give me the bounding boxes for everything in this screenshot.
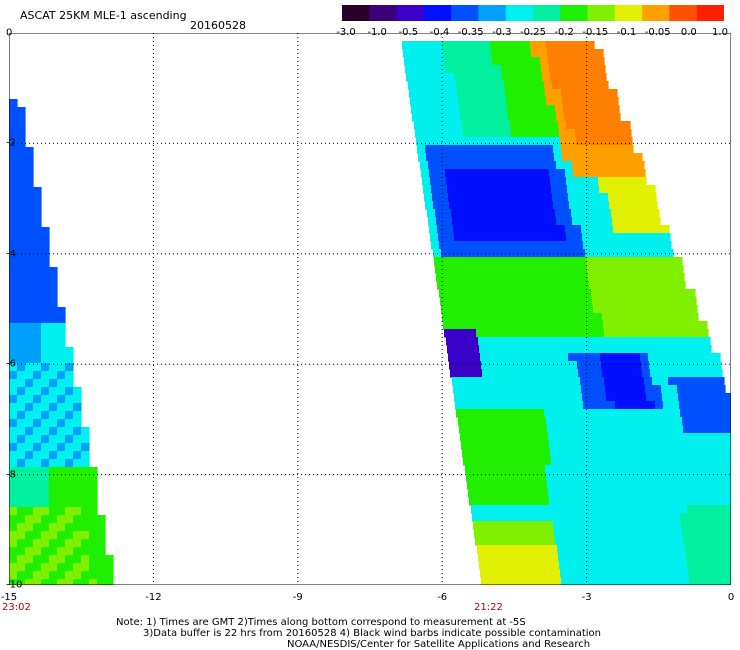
colorbar-swatch (505, 5, 534, 21)
colorbar-swatch (614, 5, 643, 21)
colorbar-swatch (533, 5, 561, 21)
colorbar-swatch (478, 5, 507, 21)
colorbar-swatch (423, 5, 452, 21)
y-tick-label: -4 (6, 248, 16, 260)
y-tick-label: -8 (6, 469, 16, 481)
x-tick-label: -15 (0, 592, 18, 603)
y-tick-label: -2 (6, 137, 16, 149)
swath-map (9, 33, 731, 585)
x-tick-label: -12 (145, 592, 162, 603)
note-line-3: NOAA/NESDIS/Center for Satellite Applica… (287, 639, 591, 650)
colorbar-swatch (669, 5, 698, 21)
colorbar-swatch (369, 5, 398, 21)
note-line-2: 3)Data buffer is 22 hrs from 20160528 4)… (143, 628, 601, 639)
x-tick-label: 0 (727, 592, 735, 603)
time-label-left: 23:02 (2, 602, 31, 613)
product-date: 20160528 (190, 19, 246, 32)
y-tick-label: -10 (6, 579, 23, 591)
y-tick-label: 0 (6, 27, 13, 39)
x-tick-label: -9 (292, 592, 303, 603)
colorbar (342, 5, 724, 21)
colorbar-swatch (396, 5, 425, 21)
note-line-1: Note: 1) Times are GMT 2)Times along bot… (116, 617, 526, 628)
colorbar-swatch (642, 5, 670, 21)
x-tick-label: -6 (437, 592, 448, 603)
y-tick-label: -6 (6, 358, 16, 370)
colorbar-swatch (560, 5, 589, 21)
colorbar-swatch (451, 5, 479, 21)
colorbar-swatch (587, 5, 616, 21)
product-title: ASCAT 25KM MLE-1 ascending (20, 9, 187, 22)
x-tick-label: -3 (581, 592, 592, 603)
colorbar-swatch (342, 5, 370, 21)
time-label-right: 21:22 (474, 602, 503, 613)
colorbar-swatch (696, 5, 724, 21)
